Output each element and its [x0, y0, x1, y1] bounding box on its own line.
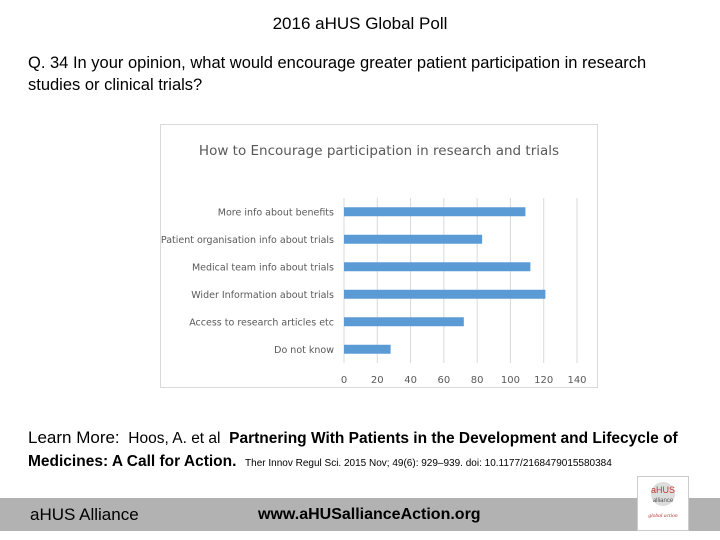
- svg-text:alliance: alliance: [653, 498, 674, 504]
- x-tick-label: 40: [404, 375, 417, 386]
- slide-title: 2016 aHUS Global Poll: [272, 14, 448, 33]
- question-text: Q. 34 In your opinion, what would encour…: [28, 54, 647, 94]
- category-label: Medical team info about trials: [192, 262, 334, 273]
- bar: [344, 207, 526, 217]
- reference-title: Partnering With Patients in the Developm…: [28, 430, 678, 470]
- reference-citation: Ther Innov Regul Sci. 2015 Nov; 49(6): 9…: [245, 458, 612, 469]
- bar: [344, 317, 464, 327]
- chart-frame: [160, 124, 598, 388]
- bar: [344, 344, 391, 354]
- category-label: Do not know: [274, 345, 334, 356]
- x-tick-label: 80: [471, 375, 484, 386]
- category-label: Patient organisation info about trials: [161, 235, 334, 246]
- reference-authors: Hoos, A. et al: [128, 430, 221, 447]
- logo-graphic: aHUS alliance global action: [648, 482, 678, 519]
- ahus-alliance-logo: aHUS alliance global action: [637, 476, 689, 531]
- x-tick-label: 60: [437, 375, 450, 386]
- footer-band: [0, 498, 720, 531]
- category-label: Access to research articles etc: [189, 317, 334, 328]
- category-label: More info about benefits: [218, 207, 334, 218]
- bar: [344, 289, 546, 299]
- category-label: Wider Information about trials: [191, 290, 334, 301]
- footer-url[interactable]: www.aHUSallianceAction.org: [258, 506, 481, 523]
- svg-text:aHUS: aHUS: [651, 485, 675, 495]
- bar: [344, 234, 483, 244]
- x-tick-label: 120: [534, 375, 553, 386]
- x-tick-label: 0: [341, 375, 347, 386]
- svg-text:global action: global action: [648, 513, 677, 519]
- x-tick-label: 20: [371, 375, 384, 386]
- x-tick-label: 100: [501, 375, 520, 386]
- learn-more-label: Learn More:: [28, 428, 120, 447]
- chart-title: How to Encourage participation in resear…: [198, 143, 560, 159]
- bar: [344, 262, 531, 272]
- learn-more: Learn More: Hoos, A. et al Partnering Wi…: [28, 426, 708, 475]
- footer-org: aHUS Alliance: [30, 505, 139, 524]
- x-tick-label: 140: [567, 375, 586, 386]
